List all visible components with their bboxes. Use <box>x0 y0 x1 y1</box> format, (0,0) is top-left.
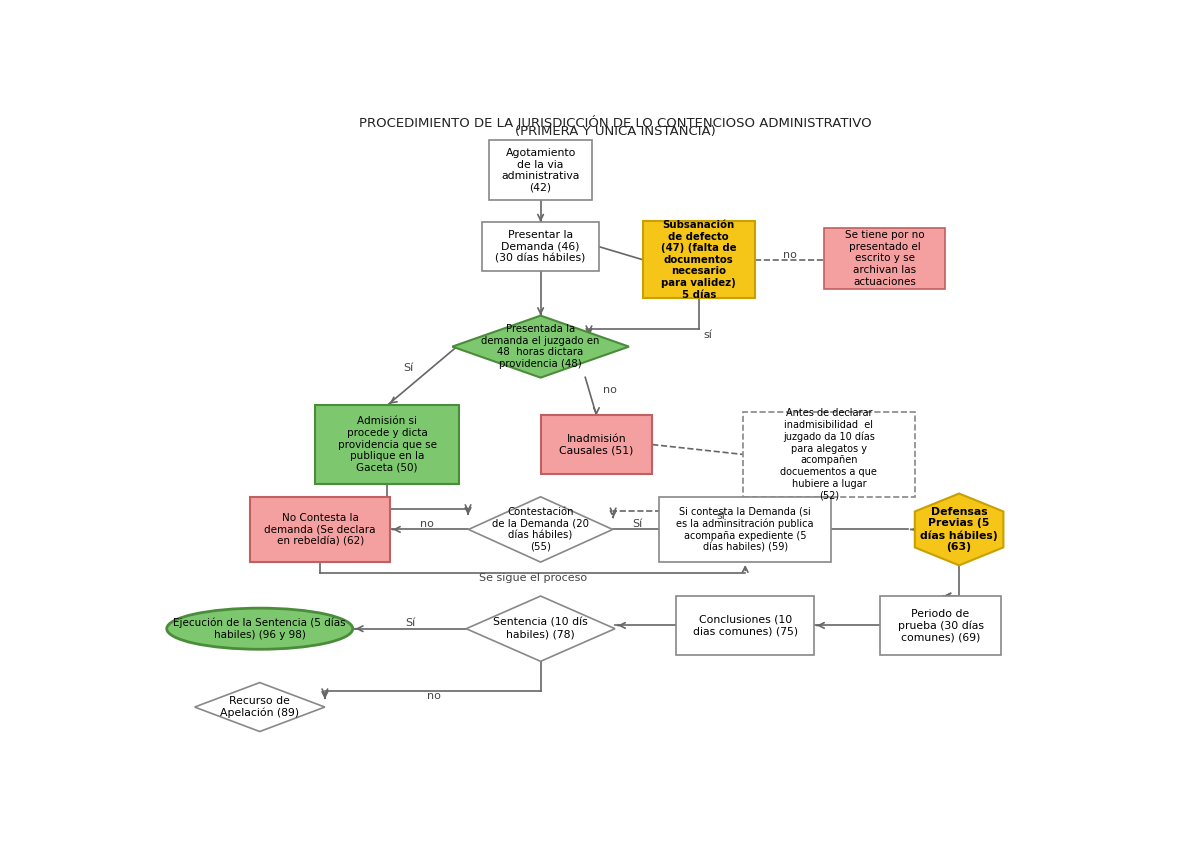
Text: Si contesta la Demanda (si
es la adminsitración publica
acompaña expediente (5
d: Si contesta la Demanda (si es la adminsi… <box>677 507 814 552</box>
FancyBboxPatch shape <box>824 228 946 288</box>
FancyBboxPatch shape <box>482 222 599 271</box>
Text: sí: sí <box>716 511 726 522</box>
Text: Contestación
de la Demanda (20
días hábiles)
(55): Contestación de la Demanda (20 días hábi… <box>492 507 589 552</box>
Text: Defensas
Previas (5
días hábiles)
(63): Defensas Previas (5 días hábiles) (63) <box>920 507 998 552</box>
FancyBboxPatch shape <box>540 416 653 474</box>
Polygon shape <box>914 494 1003 566</box>
Text: Antes de declarar
inadmisibilidad  el
juzgado da 10 días
para alegatos y
acompañ: Antes de declarar inadmisibilidad el juz… <box>780 409 877 500</box>
FancyBboxPatch shape <box>743 412 914 497</box>
FancyBboxPatch shape <box>677 596 814 655</box>
Text: Se sigue el proceso: Se sigue el proceso <box>479 573 587 583</box>
Text: Conclusiones (10
dias comunes) (75): Conclusiones (10 dias comunes) (75) <box>692 615 798 636</box>
Text: Inadmisión
Causales (51): Inadmisión Causales (51) <box>559 434 634 455</box>
FancyBboxPatch shape <box>643 221 755 298</box>
Ellipse shape <box>167 608 353 650</box>
Text: Periodo de
prueba (30 días
comunes) (69): Periodo de prueba (30 días comunes) (69) <box>898 609 984 642</box>
Text: Presentar la
Demanda (46)
(30 días hábiles): Presentar la Demanda (46) (30 días hábil… <box>496 230 586 264</box>
FancyBboxPatch shape <box>880 596 1001 655</box>
Text: Recurso de
Apelación (89): Recurso de Apelación (89) <box>220 696 299 718</box>
Text: Se tiene por no
presentado el
escrito y se
archivan las
actuaciones: Se tiene por no presentado el escrito y … <box>845 231 924 287</box>
Polygon shape <box>194 683 325 732</box>
Text: PROCEDIMIENTO DE LA JURISDICCIÓN DE LO CONTENCIOSO ADMINISTRATIVO: PROCEDIMIENTO DE LA JURISDICCIÓN DE LO C… <box>359 114 871 130</box>
Text: sí: sí <box>703 330 713 340</box>
Text: no: no <box>420 519 434 529</box>
Text: Agotamiento
de la via
administrativa
(42): Agotamiento de la via administrativa (42… <box>502 148 580 192</box>
Text: Sí: Sí <box>632 519 642 528</box>
FancyBboxPatch shape <box>316 405 460 483</box>
Text: Admisión si
procede y dicta
providencia que se
publique en la
Gaceta (50): Admisión si procede y dicta providencia … <box>337 416 437 473</box>
Text: Sí: Sí <box>406 618 415 628</box>
FancyBboxPatch shape <box>659 497 832 562</box>
FancyBboxPatch shape <box>490 140 592 200</box>
Text: no: no <box>782 249 797 259</box>
Text: (PRIMERA Y UNICA INSTANCIA): (PRIMERA Y UNICA INSTANCIA) <box>515 126 715 138</box>
Text: Presentada la
demanda el juzgado en
48  horas dictara
providencia (48): Presentada la demanda el juzgado en 48 h… <box>481 324 600 369</box>
Text: Sí: Sí <box>403 363 414 373</box>
Polygon shape <box>452 315 629 377</box>
Text: Ejecución de la Sentencia (5 días
habiles) (96 y 98): Ejecución de la Sentencia (5 días habile… <box>174 617 346 639</box>
FancyBboxPatch shape <box>251 497 390 562</box>
Polygon shape <box>468 497 613 562</box>
Text: no: no <box>604 385 617 395</box>
Text: no: no <box>427 691 440 701</box>
Text: No Contesta la
demanda (Se declara
en rebeldía) (62): No Contesta la demanda (Se declara en re… <box>264 513 376 546</box>
Text: Sentencia (10 dís
habiles) (78): Sentencia (10 dís habiles) (78) <box>493 618 588 639</box>
Text: Subsanación
de defecto
(47) (falta de
documentos
necesario
para validez)
5 días: Subsanación de defecto (47) (falta de do… <box>661 220 737 299</box>
Polygon shape <box>466 596 616 661</box>
